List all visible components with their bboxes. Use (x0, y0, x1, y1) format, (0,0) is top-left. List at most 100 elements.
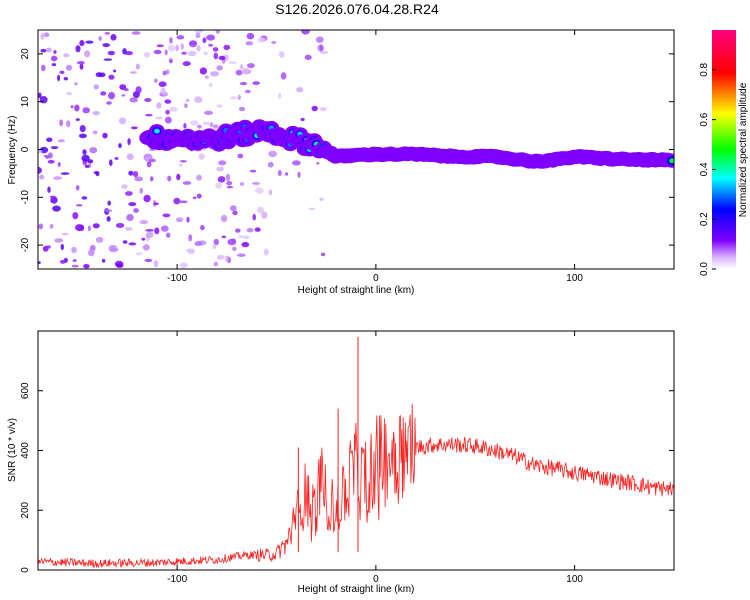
colorbar: 0.0 0.2 0.4 0.6 0.8 Normalized spectral ampl… (699, 30, 749, 276)
noise-speck (84, 164, 90, 168)
noise-speck (199, 67, 208, 75)
noise-speck (319, 197, 324, 201)
noise-speck (175, 44, 179, 52)
noise-speck (216, 104, 223, 108)
noise-speck (95, 171, 100, 177)
noise-speck (255, 187, 264, 194)
noise-speck (194, 241, 203, 247)
noise-speck (156, 102, 162, 109)
ridge-mark (669, 158, 674, 164)
noise-speck (144, 98, 152, 102)
noise-speck (297, 171, 301, 178)
noise-speck (278, 51, 285, 58)
x-tick-label: -100 (167, 574, 187, 585)
noise-speck (109, 159, 113, 166)
noise-speck (319, 44, 323, 52)
noise-speck (61, 232, 69, 236)
noise-speck (135, 63, 140, 70)
noise-speck (183, 123, 187, 129)
noise-speck (51, 63, 57, 67)
noise-speck (71, 246, 77, 253)
x-tick-label: 100 (566, 574, 583, 585)
noise-speck (108, 91, 116, 100)
snr-panel: -100 0 100 0 200 400 600 Height of straight li… (7, 330, 675, 595)
noise-speck (242, 235, 250, 239)
noise-speck (60, 259, 66, 264)
noise-speck (257, 206, 264, 214)
noise-speck (208, 82, 213, 88)
noise-speck (50, 146, 59, 150)
noise-speck (216, 166, 225, 172)
noise-speck (145, 229, 154, 232)
noise-speck (194, 96, 203, 103)
noise-speck (176, 35, 185, 40)
noise-speck (271, 40, 277, 44)
noise-speck (186, 216, 190, 223)
noise-speck (81, 154, 90, 162)
colorbar-tick-label: 0.4 (699, 162, 710, 176)
noise-speck (241, 67, 250, 75)
noise-speck (218, 160, 227, 166)
noise-speck (226, 186, 234, 189)
snr-frame (37, 330, 675, 571)
noise-speck (124, 191, 133, 196)
noise-speck (237, 153, 244, 159)
noise-speck (107, 50, 115, 56)
noise-speck (268, 189, 273, 196)
noise-speck (246, 32, 255, 40)
noise-speck (202, 121, 212, 126)
noise-speck (198, 153, 205, 160)
snr-x-label: Height of straight line (km) (298, 584, 415, 595)
noise-speck (125, 227, 133, 231)
noise-speck (230, 205, 237, 212)
noise-speck (176, 173, 181, 181)
noise-speck (47, 159, 55, 164)
noise-speck (75, 185, 80, 191)
noise-speck (82, 107, 90, 114)
noise-speck (162, 70, 167, 76)
noise-speck (232, 246, 237, 251)
noise-speck (164, 49, 168, 56)
noise-speck (173, 197, 181, 205)
noise-speck (131, 31, 141, 35)
noise-speck (57, 74, 61, 82)
snr-ticks: -100 0 100 0 200 400 600 (20, 331, 674, 585)
y-tick-label: 20 (20, 48, 31, 60)
noise-speck (110, 34, 117, 41)
noise-speck (65, 64, 73, 71)
noise-speck (92, 111, 100, 116)
noise-speck (40, 48, 47, 53)
noise-speck (316, 162, 320, 165)
noise-speck (66, 92, 72, 95)
noise-speck (213, 238, 219, 246)
noise-speck (204, 75, 209, 79)
noise-speck (60, 172, 70, 175)
noise-speck (92, 223, 100, 229)
noise-speck (252, 213, 256, 221)
noise-speck (215, 30, 220, 34)
noise-speck (249, 169, 257, 173)
x-tick-label: 100 (566, 273, 583, 284)
noise-speck (221, 235, 227, 239)
noise-speck (239, 64, 244, 70)
noise-speck (237, 94, 241, 101)
noise-speck (38, 261, 41, 265)
noise-speck (268, 150, 277, 158)
colorbar-tick-label: 0.2 (699, 212, 710, 226)
noise-speck (182, 61, 191, 67)
noise-speck (153, 260, 159, 268)
noise-speck (128, 202, 137, 207)
noise-speck (228, 61, 238, 65)
noise-speck (220, 214, 228, 223)
noise-speck (296, 87, 304, 93)
noise-speck (197, 124, 202, 129)
noise-speck (72, 212, 79, 220)
figure-title: S126.2026.076.04.28.R24 (275, 1, 439, 17)
noise-speck (40, 33, 45, 40)
noise-speck (216, 65, 223, 71)
noise-speck (39, 174, 45, 180)
noise-speck (102, 132, 108, 139)
noise-speck (113, 69, 117, 73)
noise-speck (71, 264, 79, 268)
y-tick-label: 600 (20, 382, 31, 399)
